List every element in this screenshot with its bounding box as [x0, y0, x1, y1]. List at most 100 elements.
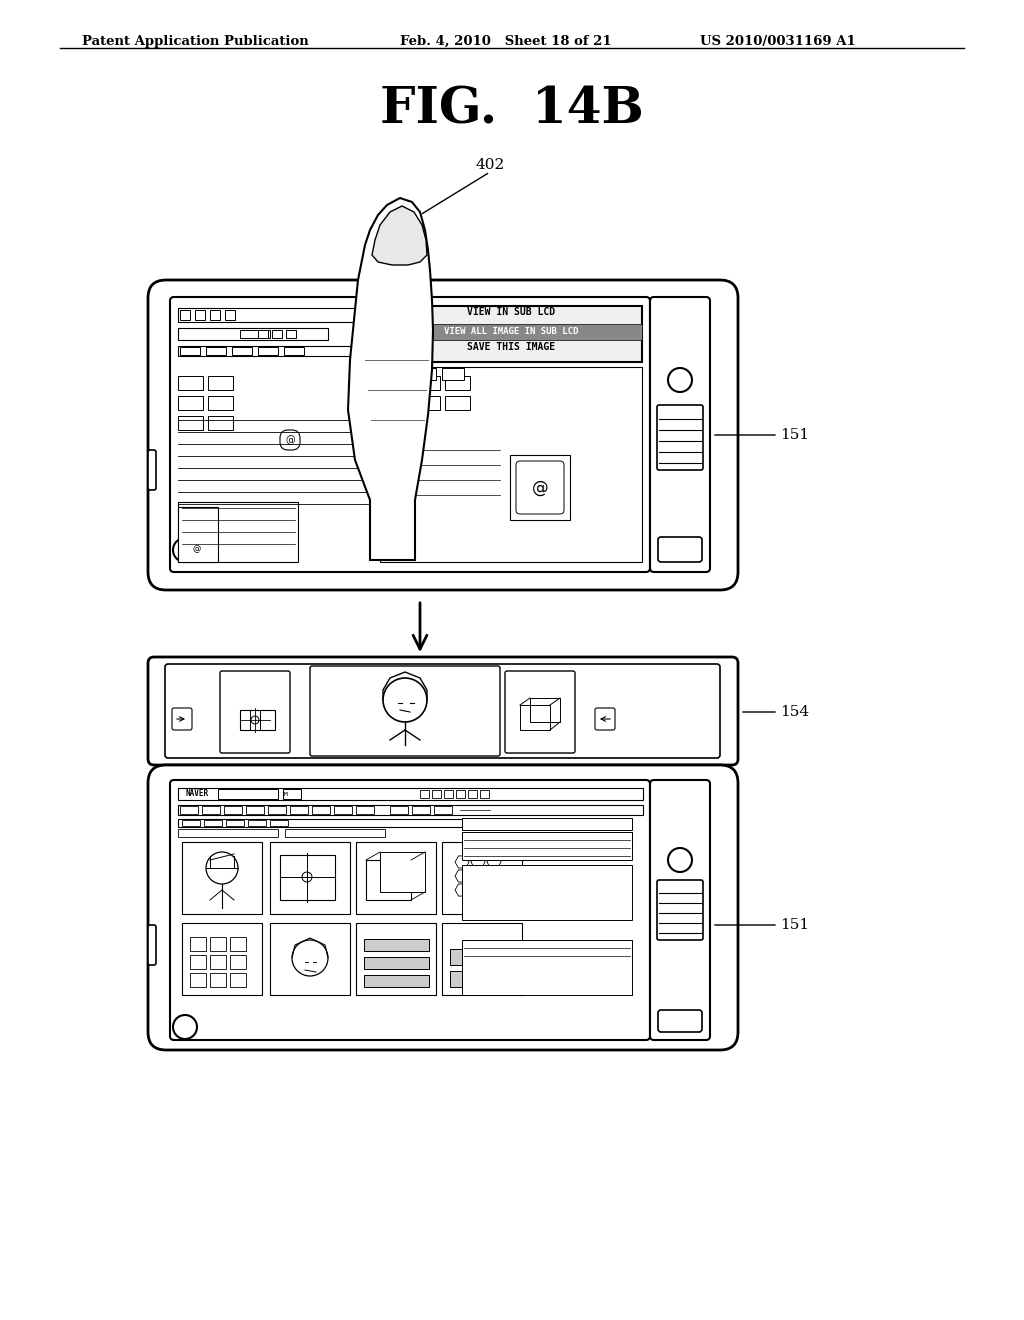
Bar [258, 330, 268, 338]
Bar [208, 396, 233, 411]
Bar [178, 502, 298, 562]
Bar [230, 937, 246, 950]
FancyBboxPatch shape [505, 671, 575, 752]
Bar [210, 937, 226, 950]
FancyBboxPatch shape [165, 664, 720, 758]
Text: @: @ [531, 479, 548, 498]
Text: @: @ [193, 544, 201, 553]
Bar [268, 807, 286, 814]
FancyBboxPatch shape [658, 537, 702, 562]
Bar [510, 455, 570, 520]
FancyBboxPatch shape [220, 671, 290, 752]
FancyBboxPatch shape [148, 450, 156, 490]
Bar [380, 323, 642, 341]
Bar [445, 396, 470, 411]
Bar [290, 807, 308, 814]
Bar [178, 396, 203, 411]
Bar [218, 789, 278, 799]
Bar [178, 308, 398, 322]
Bar [385, 396, 410, 411]
Bar [208, 376, 233, 389]
FancyBboxPatch shape [650, 780, 710, 1040]
Bar [380, 851, 425, 892]
Text: 151: 151 [780, 428, 809, 442]
Text: 151: 151 [780, 917, 809, 932]
Bar [204, 820, 222, 826]
Text: NAVER: NAVER [185, 789, 208, 799]
Text: 402: 402 [475, 158, 505, 172]
Bar [178, 376, 203, 389]
Bar [230, 954, 246, 969]
Text: FIG.  14B: FIG. 14B [380, 84, 644, 135]
Text: Patent Application Publication: Patent Application Publication [82, 36, 309, 48]
Bar [182, 923, 262, 995]
FancyBboxPatch shape [148, 925, 156, 965]
Bar [415, 376, 440, 389]
Bar [178, 507, 218, 562]
FancyBboxPatch shape [650, 297, 710, 572]
Bar [480, 789, 489, 799]
Bar [190, 954, 206, 969]
Text: SAVE THIS IMAGE: SAVE THIS IMAGE [467, 342, 555, 352]
Bar [178, 818, 528, 828]
Bar [226, 820, 244, 826]
FancyBboxPatch shape [172, 708, 193, 730]
Bar [434, 807, 452, 814]
Bar [178, 327, 328, 341]
Bar [210, 973, 226, 987]
Text: VIEW IN SUB LCD: VIEW IN SUB LCD [467, 308, 555, 317]
Bar [456, 789, 465, 799]
Bar [246, 807, 264, 814]
Bar [195, 310, 205, 319]
Bar [270, 820, 288, 826]
Bar [356, 842, 436, 913]
Bar [182, 842, 262, 913]
Bar [210, 954, 226, 969]
Bar [232, 347, 252, 355]
FancyBboxPatch shape [170, 297, 650, 572]
Bar [390, 807, 408, 814]
Bar [180, 347, 200, 355]
Bar [208, 416, 233, 430]
Bar [356, 807, 374, 814]
Bar [178, 346, 398, 356]
Polygon shape [348, 198, 433, 560]
Bar [190, 973, 206, 987]
Bar [450, 949, 515, 965]
Bar [202, 807, 220, 814]
Bar [283, 789, 301, 799]
FancyBboxPatch shape [280, 430, 300, 450]
Bar [334, 807, 352, 814]
FancyBboxPatch shape [595, 708, 615, 730]
Bar [206, 347, 226, 355]
FancyBboxPatch shape [658, 1010, 702, 1032]
Bar [182, 820, 200, 826]
Bar [225, 310, 234, 319]
Bar [462, 832, 632, 840]
Bar [444, 789, 453, 799]
Text: Feb. 4, 2010   Sheet 18 of 21: Feb. 4, 2010 Sheet 18 of 21 [400, 36, 611, 48]
Bar [284, 347, 304, 355]
Bar [210, 310, 220, 319]
Bar [442, 842, 522, 913]
Bar [462, 832, 632, 861]
Bar [432, 789, 441, 799]
Bar [412, 807, 430, 814]
Bar [178, 829, 278, 837]
Bar [364, 975, 429, 987]
Bar [462, 940, 632, 995]
FancyBboxPatch shape [516, 461, 564, 513]
Bar [380, 306, 642, 362]
Bar [442, 368, 464, 380]
Text: M: M [284, 792, 288, 796]
Bar [285, 829, 385, 837]
Bar [286, 330, 296, 338]
Bar [258, 347, 278, 355]
Bar [230, 973, 246, 987]
Bar [240, 330, 270, 338]
FancyBboxPatch shape [657, 880, 703, 940]
Bar [180, 310, 190, 319]
Bar [462, 818, 632, 830]
Bar [270, 923, 350, 995]
FancyBboxPatch shape [170, 780, 650, 1040]
